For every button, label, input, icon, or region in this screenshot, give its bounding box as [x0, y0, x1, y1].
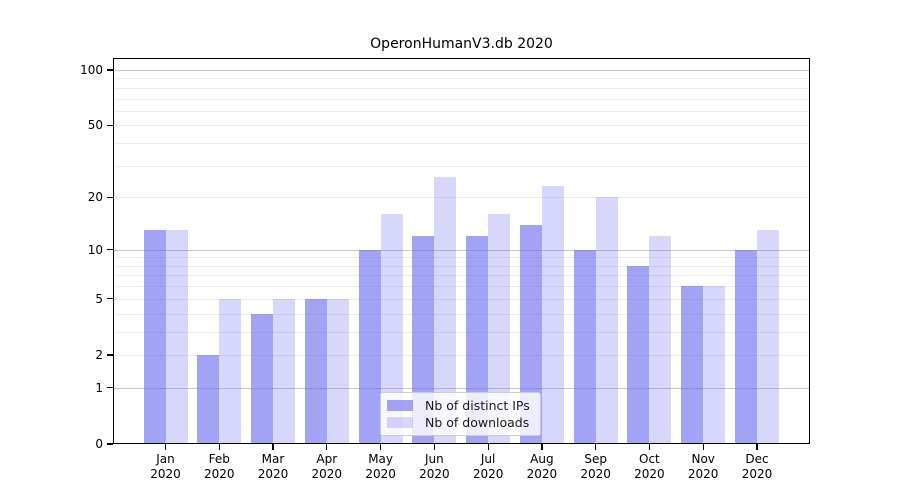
x-tick-label: Mar 2020	[257, 452, 289, 481]
bar-nb-of-downloads-dec	[757, 230, 779, 443]
x-tick-label: Nov 2020	[687, 452, 719, 481]
bar-nb-of-downloads-apr	[326, 298, 349, 443]
y-tick-label: 5	[95, 291, 103, 306]
legend-item-downloads: Nb of downloads	[387, 415, 532, 430]
x-tick-label: Jul 2020	[472, 452, 504, 481]
legend-swatch-distinct-ips	[387, 400, 413, 411]
x-tick-label: Aug 2020	[526, 452, 558, 481]
gridline-minor	[113, 197, 810, 199]
bar-nb-of-distinct-ips-jul	[466, 236, 489, 443]
gridline-minor	[113, 257, 810, 259]
gridline-minor	[113, 78, 810, 80]
bar-nb-of-downloads-aug	[541, 186, 564, 443]
y-tick-mark	[107, 298, 113, 300]
gridline-major	[113, 69, 810, 71]
y-tick-label: 0	[95, 437, 103, 451]
bar-nb-of-distinct-ips-mar	[251, 313, 273, 443]
y-tick-mark	[107, 443, 113, 445]
x-tick-label: Sep 2020	[580, 452, 611, 481]
gridline-minor	[113, 165, 810, 167]
gridline-minor	[113, 331, 810, 333]
x-tick-label: Jun 2020	[419, 452, 450, 481]
plot-area	[113, 58, 810, 444]
y-tick-label: 50	[87, 118, 103, 133]
y-tick-mark	[107, 387, 113, 389]
x-tick-mark	[648, 444, 651, 450]
bar-nb-of-downloads-jul	[488, 214, 511, 443]
y-tick-label: 100	[80, 62, 103, 77]
y-tick-label: 10	[87, 242, 103, 257]
bar-nb-of-downloads-nov	[703, 286, 726, 443]
x-tick-label: Dec 2020	[741, 452, 773, 481]
bar-nb-of-distinct-ips-oct	[627, 265, 650, 443]
y-tick-mark	[107, 354, 113, 356]
x-tick-mark	[756, 444, 758, 450]
x-tick-label: Jan 2020	[150, 452, 181, 481]
bar-nb-of-downloads-sep	[595, 197, 618, 443]
gridline-minor	[113, 125, 810, 127]
x-tick-label: May 2020	[365, 452, 396, 481]
x-tick-mark	[487, 444, 489, 450]
gridline-minor	[113, 275, 810, 277]
bar-nb-of-downloads-oct	[649, 236, 672, 443]
gridline-minor	[113, 313, 810, 315]
bar-nb-of-downloads-feb	[219, 298, 242, 443]
gridline-minor	[113, 98, 810, 100]
y-tick-label: 1	[95, 380, 103, 395]
x-tick-label: Oct 2020	[634, 452, 665, 481]
x-tick-mark	[218, 444, 220, 450]
gridline-minor	[113, 286, 810, 288]
x-tick-mark	[433, 444, 436, 450]
bar-nb-of-downloads-may	[380, 214, 403, 443]
gridline-major	[113, 387, 810, 389]
y-tick-mark	[107, 249, 113, 251]
bar-nb-of-distinct-ips-jun	[412, 236, 435, 443]
bar-nb-of-distinct-ips-nov	[681, 286, 704, 443]
bar-nb-of-downloads-mar	[273, 298, 295, 443]
gridline-minor	[113, 298, 810, 300]
x-tick-label: Feb 2020	[204, 452, 235, 481]
x-tick-mark	[595, 444, 597, 450]
chart-title: OperonHumanV3.db 2020	[370, 36, 553, 52]
gridline-minor	[113, 143, 810, 144]
x-tick-mark	[702, 444, 704, 450]
legend: Nb of distinct IPs Nb of downloads	[380, 392, 541, 436]
gridline-major	[113, 249, 810, 251]
bar-nb-of-distinct-ips-sep	[573, 249, 596, 443]
x-tick-mark	[272, 444, 274, 450]
y-tick-mark	[107, 69, 113, 71]
gridline-minor	[113, 265, 810, 267]
gridline-minor	[113, 355, 810, 356]
x-tick-label: Apr 2020	[311, 452, 343, 481]
bar-nb-of-downloads-jan	[165, 230, 188, 443]
bar-nb-of-distinct-ips-feb	[197, 355, 220, 443]
bar-nb-of-downloads-jun	[434, 176, 457, 443]
y-tick-mark	[107, 196, 113, 198]
x-tick-mark	[541, 444, 543, 450]
y-tick-label: 20	[87, 190, 103, 205]
legend-label-downloads: Nb of downloads	[425, 415, 530, 430]
gridline-minor	[113, 87, 810, 89]
y-tick-mark	[107, 124, 113, 126]
legend-swatch-downloads	[387, 417, 413, 428]
x-tick-mark	[380, 444, 382, 450]
bar-nb-of-distinct-ips-may	[358, 249, 381, 443]
legend-label-distinct-ips: Nb of distinct IPs	[425, 398, 530, 413]
bar-nb-of-distinct-ips-dec	[735, 249, 757, 443]
gridline-minor	[113, 110, 810, 112]
bar-nb-of-distinct-ips-apr	[304, 298, 327, 443]
bar-nb-of-distinct-ips-aug	[519, 224, 542, 443]
legend-item-distinct-ips: Nb of distinct IPs	[387, 398, 532, 413]
bar-nb-of-distinct-ips-jan	[143, 230, 166, 443]
y-tick-label: 2	[95, 348, 103, 362]
x-tick-mark	[164, 444, 167, 450]
x-tick-mark	[326, 444, 328, 450]
